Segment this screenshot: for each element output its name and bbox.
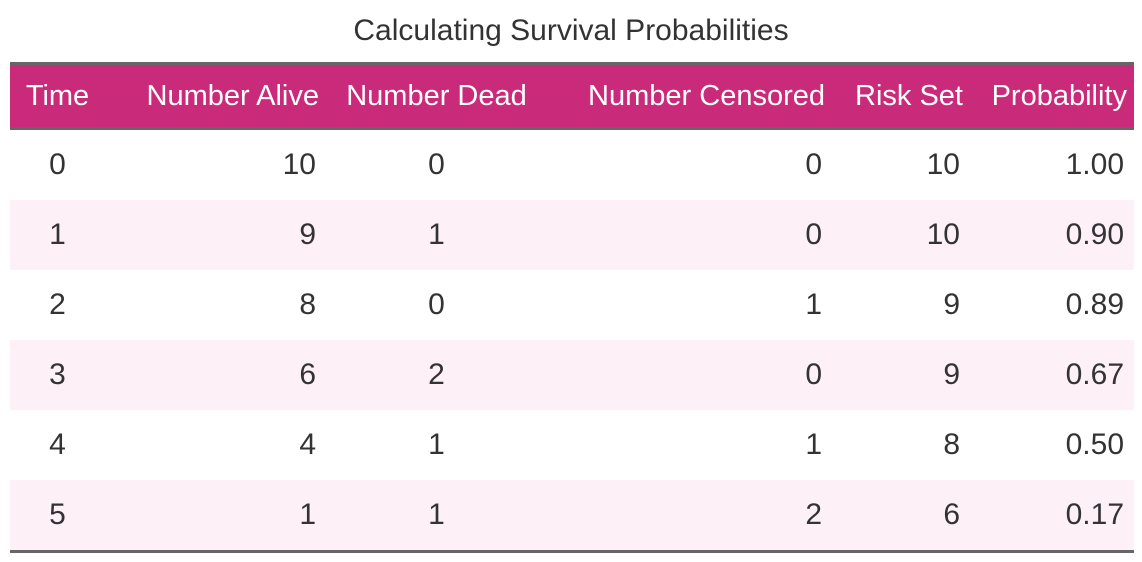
cell-time: 4 (49, 428, 66, 461)
cell-number-alive: 4 (299, 428, 316, 461)
cell-number-dead: 1 (428, 498, 445, 531)
cell-number-alive: 9 (299, 218, 316, 251)
cell-time: 5 (49, 498, 66, 531)
header-probability: Probability (991, 79, 1127, 112)
cell-probability: 0.67 (1065, 358, 1124, 391)
cell-number-censored: 0 (805, 218, 822, 251)
cell-number-dead: 1 (428, 218, 445, 251)
header-time: Time (25, 79, 90, 112)
cell-risk-set: 6 (943, 498, 960, 531)
cell-number-alive: 1 (299, 498, 316, 531)
cell-probability: 0.50 (1065, 428, 1124, 461)
cell-number-dead: 0 (428, 288, 445, 321)
table-row: 1 9 1 0 10 0.90 (10, 200, 1134, 270)
cell-probability: 0.90 (1065, 218, 1124, 251)
cell-risk-set: 9 (943, 288, 960, 321)
cell-number-censored: 2 (805, 498, 822, 531)
cell-number-dead: 2 (428, 358, 445, 391)
cell-number-dead: 1 (428, 428, 445, 461)
cell-number-censored: 1 (805, 428, 822, 461)
cell-probability: 0.89 (1065, 288, 1124, 321)
table-row: 0 10 0 0 10 1.00 (10, 128, 1134, 200)
cell-number-censored: 1 (805, 288, 822, 321)
table-row: 4 4 1 1 8 0.50 (10, 410, 1134, 480)
cell-risk-set: 10 (926, 148, 960, 181)
header-row: Time Number Alive Number Dead Number Cen… (10, 63, 1134, 129)
cell-number-alive: 6 (299, 358, 316, 391)
cell-number-alive: 8 (299, 288, 316, 321)
cell-probability: 0.17 (1065, 498, 1124, 531)
header-number-censored: Number Censored (588, 79, 825, 112)
cell-risk-set: 8 (943, 428, 960, 461)
survival-table: Time Number Alive Number Dead Number Cen… (10, 62, 1134, 553)
header-risk-set: Risk Set (855, 79, 963, 112)
header-number-alive: Number Alive (146, 79, 319, 112)
cell-risk-set: 9 (943, 358, 960, 391)
table-caption: Calculating Survival Probabilities (353, 14, 789, 47)
cell-time: 1 (49, 218, 66, 251)
cell-number-censored: 0 (805, 358, 822, 391)
header-number-dead: Number Dead (346, 79, 527, 112)
cell-number-alive: 10 (282, 148, 316, 181)
cell-time: 2 (49, 288, 66, 321)
cell-time: 3 (49, 358, 66, 391)
cell-probability: 1.00 (1065, 148, 1124, 181)
table-row: 2 8 0 1 9 0.89 (10, 270, 1134, 340)
cell-number-dead: 0 (428, 148, 445, 181)
cell-number-censored: 0 (805, 148, 822, 181)
cell-time: 0 (49, 148, 66, 181)
cell-risk-set: 10 (926, 218, 960, 251)
table-row: 3 6 2 0 9 0.67 (10, 340, 1134, 410)
table-header: Time Number Alive Number Dead Number Cen… (10, 63, 1134, 129)
table-row: 5 1 1 2 6 0.17 (10, 480, 1134, 552)
table-body: 0 10 0 0 10 1.00 1 9 1 0 10 0.90 2 8 0 1… (10, 128, 1134, 552)
